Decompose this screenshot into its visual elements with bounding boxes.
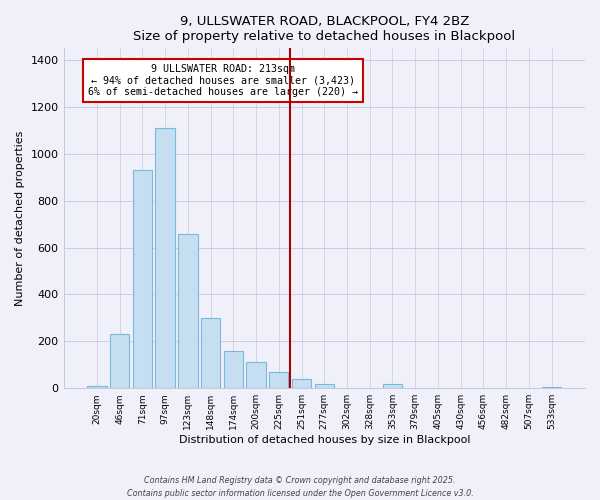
Text: 9 ULLSWATER ROAD: 213sqm
← 94% of detached houses are smaller (3,423)
6% of semi: 9 ULLSWATER ROAD: 213sqm ← 94% of detach…: [88, 64, 358, 97]
Y-axis label: Number of detached properties: Number of detached properties: [15, 130, 25, 306]
Title: 9, ULLSWATER ROAD, BLACKPOOL, FY4 2BZ
Size of property relative to detached hous: 9, ULLSWATER ROAD, BLACKPOOL, FY4 2BZ Si…: [133, 15, 515, 43]
Bar: [110, 334, 130, 388]
Bar: [155, 128, 175, 388]
Bar: [383, 384, 402, 388]
Bar: [292, 379, 311, 388]
Bar: [178, 234, 197, 388]
X-axis label: Distribution of detached houses by size in Blackpool: Distribution of detached houses by size …: [179, 435, 470, 445]
Bar: [269, 372, 289, 388]
Text: Contains HM Land Registry data © Crown copyright and database right 2025.
Contai: Contains HM Land Registry data © Crown c…: [127, 476, 473, 498]
Bar: [87, 386, 107, 388]
Bar: [224, 350, 243, 388]
Bar: [133, 170, 152, 388]
Bar: [201, 318, 220, 388]
Bar: [542, 387, 561, 388]
Bar: [314, 384, 334, 388]
Bar: [247, 362, 266, 388]
